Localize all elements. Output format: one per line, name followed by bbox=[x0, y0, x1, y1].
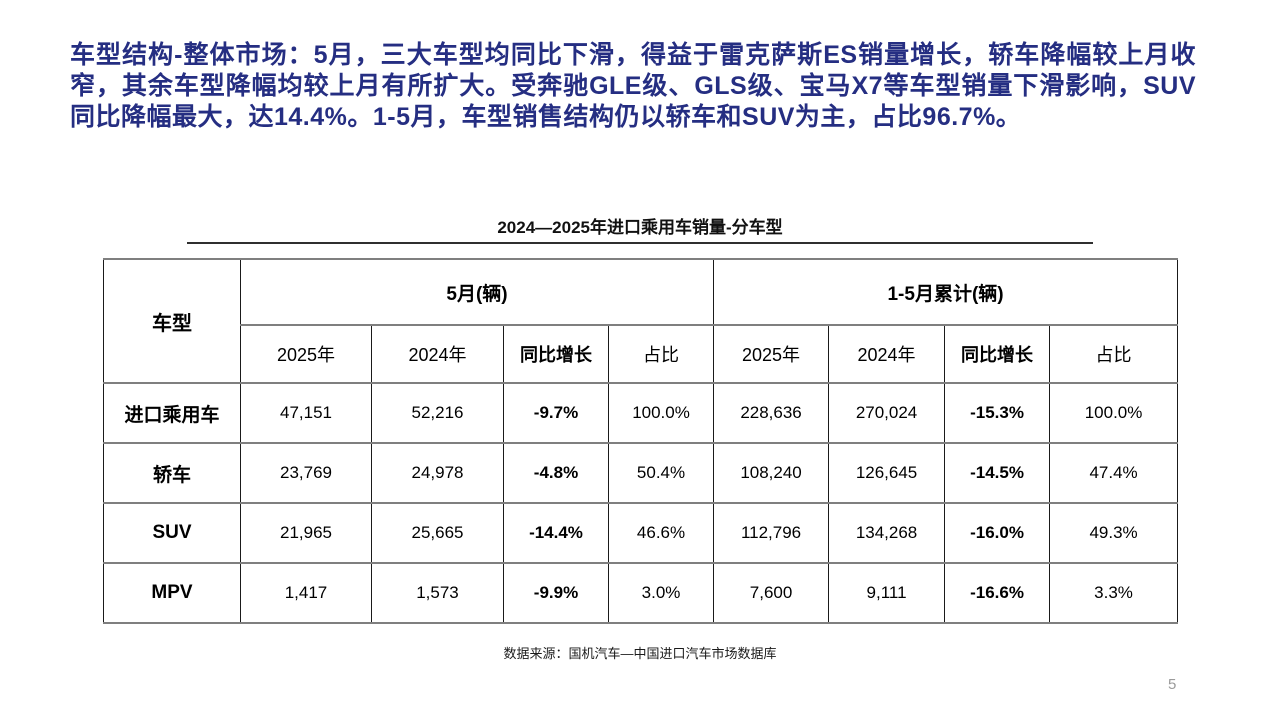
table-cell: 134,268 bbox=[828, 502, 946, 564]
table-cell: 3.0% bbox=[607, 562, 715, 624]
table-cell: -16.0% bbox=[944, 502, 1051, 564]
table-cell: 1,573 bbox=[371, 562, 504, 624]
row-label: 轿车 bbox=[103, 442, 241, 504]
source-note: 数据来源：国机汽车—中国进口汽车市场数据库 bbox=[503, 646, 777, 661]
table-header-sub-row: 2025年 2024年 同比增长 占比 2025年 2024年 同比增长 占比 bbox=[104, 324, 1179, 384]
table-cell: 47,151 bbox=[240, 382, 372, 444]
table-cell: -16.6% bbox=[944, 562, 1051, 624]
table-cell: 21,965 bbox=[240, 502, 372, 564]
header-2024-may: 2024年 bbox=[371, 324, 504, 384]
row-label: SUV bbox=[103, 502, 241, 564]
table-cell: 50.4% bbox=[607, 442, 715, 504]
table-row: 轿车 23,769 24,978 -4.8% 50.4% 108,240 126… bbox=[103, 442, 1179, 504]
table-cell: -14.5% bbox=[944, 442, 1051, 504]
table-cell: 52,216 bbox=[371, 382, 504, 444]
header-share-cum: 占比 bbox=[1049, 324, 1179, 384]
table-cell: -15.3% bbox=[944, 382, 1051, 444]
table-cell: 228,636 bbox=[713, 382, 830, 444]
page-number: 5 bbox=[1168, 676, 1177, 693]
header-yoy-cum: 同比增长 bbox=[944, 324, 1051, 384]
table-cell: 9,111 bbox=[828, 562, 946, 624]
table-cell: 3.3% bbox=[1049, 562, 1179, 624]
table-cell: 270,024 bbox=[828, 382, 946, 444]
table-cell: 100.0% bbox=[1049, 382, 1179, 444]
header-group-cumulative: 1-5月累计(辆) bbox=[713, 258, 1179, 326]
table-cell: 23,769 bbox=[240, 442, 372, 504]
header-2024-cum: 2024年 bbox=[828, 324, 946, 384]
header-2025-cum: 2025年 bbox=[713, 324, 830, 384]
table-row: MPV 1,417 1,573 -9.9% 3.0% 7,600 9,111 -… bbox=[103, 562, 1179, 624]
table-cell: 1,417 bbox=[240, 562, 372, 624]
header-yoy-may: 同比增长 bbox=[503, 324, 609, 384]
table-cell: -14.4% bbox=[503, 502, 609, 564]
table-cell: 126,645 bbox=[828, 442, 946, 504]
table-cell: -9.9% bbox=[503, 562, 609, 624]
table-cell: 24,978 bbox=[371, 442, 504, 504]
table-cell: 7,600 bbox=[713, 562, 830, 624]
header-share-may: 占比 bbox=[607, 324, 715, 384]
table-cell: -4.8% bbox=[503, 442, 609, 504]
table-cell: 49.3% bbox=[1049, 502, 1179, 564]
row-label: 进口乘用车 bbox=[103, 382, 241, 444]
header-vehicle-type: 车型 bbox=[103, 258, 241, 384]
row-label: MPV bbox=[103, 562, 241, 624]
table-title: 2024—2025年进口乘用车销量-分车型 bbox=[497, 218, 783, 237]
headline: 车型结构-整体市场：5月，三大车型均同比下滑，得益于雷克萨斯ES销量增长，轿车降… bbox=[70, 41, 1196, 131]
table-cell: 100.0% bbox=[607, 382, 715, 444]
table-cell: 47.4% bbox=[1049, 442, 1179, 504]
header-group-may: 5月(辆) bbox=[239, 258, 715, 326]
table-cell: 112,796 bbox=[713, 502, 830, 564]
sales-table: 车型 5月(辆) 1-5月累计(辆) 2025年 2024年 同比增长 占比 2… bbox=[103, 258, 1179, 624]
header-2025-may: 2025年 bbox=[240, 324, 372, 384]
table-row: 进口乘用车 47,151 52,216 -9.7% 100.0% 228,636… bbox=[103, 382, 1179, 444]
table-row: SUV 21,965 25,665 -14.4% 46.6% 112,796 1… bbox=[103, 502, 1179, 564]
table-cell: 46.6% bbox=[607, 502, 715, 564]
table-cell: 25,665 bbox=[371, 502, 504, 564]
table-title-underline bbox=[187, 242, 1093, 244]
table-cell: 108,240 bbox=[713, 442, 830, 504]
table-cell: -9.7% bbox=[503, 382, 609, 444]
table-header-group-row: 车型 5月(辆) 1-5月累计(辆) bbox=[103, 258, 1179, 384]
